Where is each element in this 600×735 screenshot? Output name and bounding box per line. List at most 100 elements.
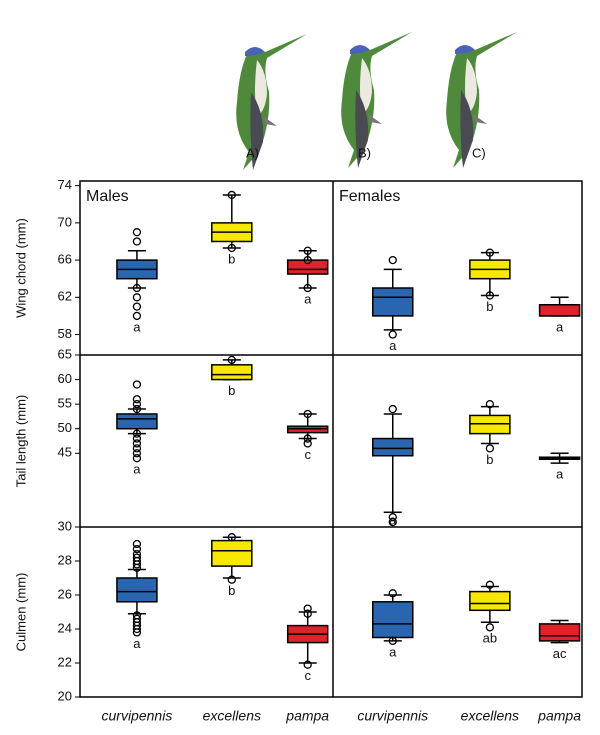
flier — [132, 302, 142, 311]
panel-title: Females — [339, 188, 400, 205]
x-tick-label: excellens — [203, 708, 261, 724]
flier — [132, 449, 142, 458]
flier — [132, 439, 142, 448]
significance-letter: b — [228, 251, 235, 266]
flier — [132, 563, 142, 572]
box — [286, 259, 329, 275]
box — [538, 623, 581, 642]
flier — [132, 399, 142, 409]
box — [372, 601, 414, 639]
x-tick-label: curvipennis — [357, 708, 428, 724]
flier — [485, 623, 495, 632]
flier — [303, 434, 312, 443]
significance-letter: b — [486, 452, 493, 467]
image-label: C) — [472, 145, 486, 160]
significance-letter: a — [133, 636, 141, 651]
box — [372, 287, 414, 317]
y-tick-label: 55 — [58, 396, 72, 411]
x-tick-label: pampa — [537, 708, 581, 724]
y-tick-label: 20 — [58, 688, 72, 703]
x-tick-label: excellens — [461, 708, 519, 724]
y-axis-label: Culmen (mm) — [13, 573, 28, 652]
flier — [227, 355, 236, 365]
flier — [303, 609, 312, 618]
flier — [303, 283, 312, 293]
flier — [132, 444, 142, 453]
significance-letter: a — [389, 644, 397, 659]
significance-letter: b — [486, 299, 493, 314]
significance-letter: c — [304, 447, 311, 462]
y-tick-label: 65 — [58, 346, 72, 361]
flier — [132, 395, 142, 404]
y-tick-label: 45 — [58, 445, 72, 460]
image-label: A) — [246, 145, 259, 160]
flier — [388, 404, 397, 414]
flier — [485, 399, 495, 409]
flier — [132, 434, 142, 443]
flier — [132, 293, 142, 302]
significance-letter: a — [556, 319, 564, 334]
significance-letter: b — [228, 583, 235, 598]
flier — [485, 248, 495, 257]
flier — [132, 237, 142, 246]
y-tick-label: 58 — [58, 326, 72, 341]
y-tick-label: 24 — [58, 620, 72, 635]
flier — [388, 636, 397, 646]
flier — [227, 190, 236, 200]
flier — [303, 409, 312, 419]
box — [372, 437, 414, 457]
flier — [132, 624, 142, 634]
flier — [132, 560, 142, 569]
image-label: B) — [358, 145, 371, 160]
box — [211, 364, 253, 381]
significance-letter: a — [133, 319, 141, 334]
flier — [485, 580, 495, 589]
significance-letter: b — [228, 383, 235, 398]
significance-letter: c — [304, 668, 311, 683]
flier — [485, 444, 495, 453]
significance-letter: ab — [483, 631, 497, 646]
flier — [303, 246, 312, 255]
flier — [132, 429, 142, 438]
flier — [303, 255, 312, 265]
y-tick-label: 28 — [58, 552, 72, 567]
y-tick-label: 62 — [58, 289, 72, 304]
significance-letter: ac — [553, 646, 567, 661]
y-tick-label: 30 — [58, 518, 72, 533]
flier — [132, 404, 142, 414]
y-axis-label: Tail length (mm) — [13, 395, 28, 487]
panel-title: Males — [86, 188, 129, 205]
significance-letter: a — [389, 338, 397, 353]
flier — [303, 604, 312, 613]
flier — [132, 544, 142, 554]
flier — [388, 330, 397, 339]
y-tick-label: 26 — [58, 586, 72, 601]
box — [211, 539, 253, 567]
flier — [132, 311, 142, 321]
flier — [132, 454, 142, 463]
box — [116, 577, 158, 603]
significance-letter: a — [556, 467, 564, 482]
x-tick-label: pampa — [285, 708, 329, 724]
flier — [227, 533, 236, 542]
flier — [303, 439, 312, 448]
flier — [388, 517, 397, 527]
y-axis-label: Wing chord (mm) — [13, 218, 28, 318]
y-tick-label: 60 — [58, 371, 72, 386]
flier — [132, 539, 142, 549]
significance-letter: a — [304, 291, 312, 306]
y-tick-label: 22 — [58, 654, 72, 669]
y-tick-label: 74 — [58, 177, 72, 192]
x-tick-label: curvipennis — [102, 708, 173, 724]
flier — [388, 513, 397, 522]
panel-frame — [79, 180, 583, 698]
flier — [388, 589, 397, 598]
flier — [485, 291, 495, 300]
flier — [388, 255, 397, 265]
box — [538, 304, 581, 317]
flier — [132, 628, 142, 637]
flier — [227, 243, 236, 253]
flier — [132, 380, 142, 389]
